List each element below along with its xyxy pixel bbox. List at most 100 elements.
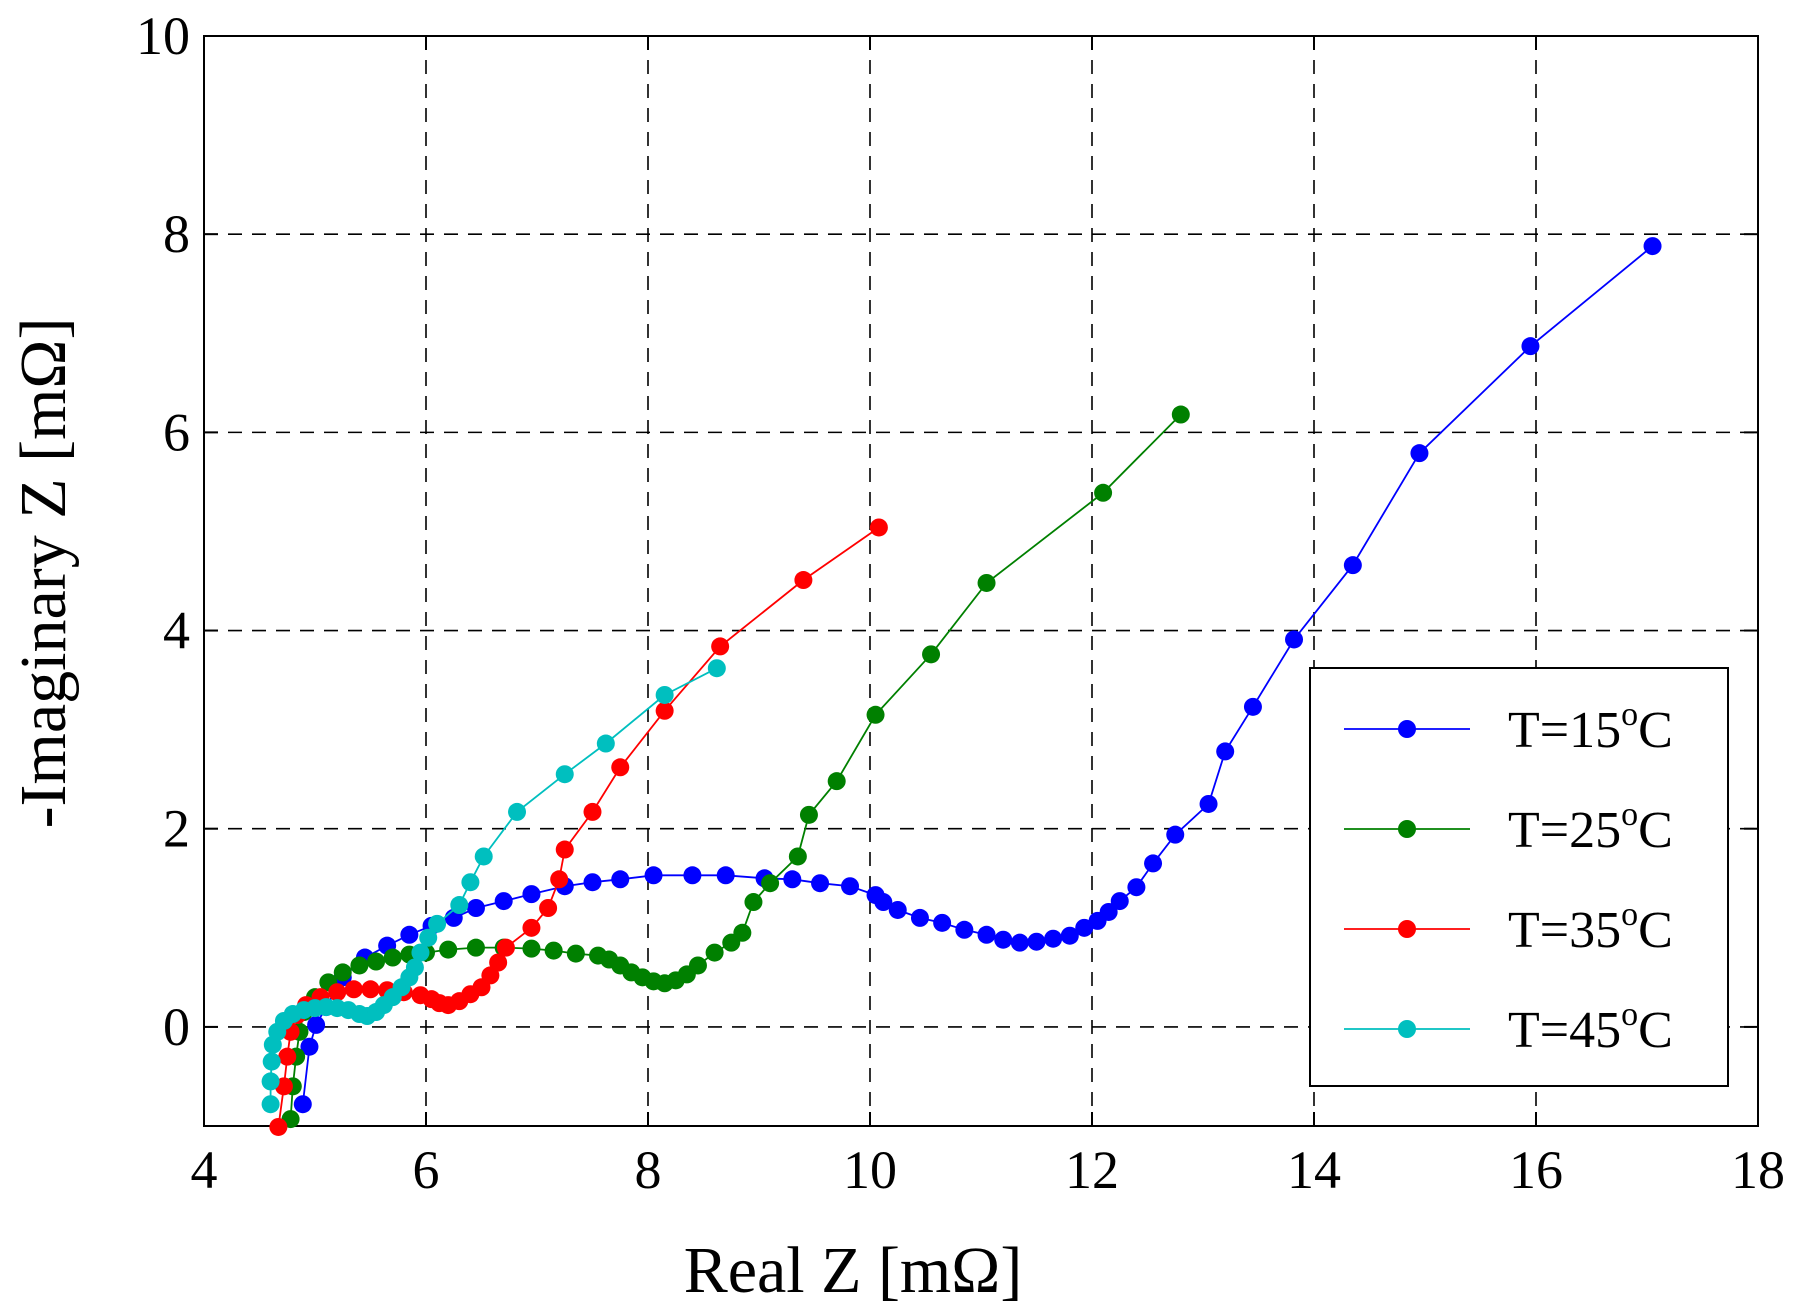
data-point: [522, 939, 541, 958]
data-point: [596, 734, 615, 753]
data-point: [922, 645, 941, 664]
plot-frame: [203, 35, 1759, 1127]
legend-label-degree: o: [1621, 996, 1638, 1033]
legend-label-prefix: T=35: [1508, 902, 1621, 959]
data-point: [489, 953, 508, 972]
data-point: [977, 573, 996, 592]
data-point: [1060, 926, 1079, 945]
data-point: [1410, 444, 1429, 463]
data-point: [1094, 483, 1113, 502]
legend-label-unit: C: [1638, 702, 1673, 759]
data-point: [683, 866, 702, 885]
data-point: [874, 893, 893, 912]
data-point: [466, 938, 485, 957]
x-tick-label: 16: [1509, 1140, 1563, 1200]
data-point: [566, 944, 585, 963]
data-point: [555, 840, 574, 859]
series-line: [289, 413, 1182, 1120]
data-point: [466, 899, 485, 917]
data-point: [611, 758, 630, 777]
x-tick-label: 10: [843, 1140, 897, 1200]
data-point: [933, 913, 952, 932]
data-point: [307, 1015, 326, 1034]
data-point: [707, 659, 726, 678]
legend-entry: T=35oC: [1344, 896, 1673, 959]
data-point: [496, 938, 515, 957]
data-point: [744, 893, 763, 912]
legend-swatch-marker: [1398, 720, 1416, 738]
legend-entry: T=45oC: [1344, 996, 1673, 1059]
data-point: [328, 983, 347, 1002]
data-point: [955, 920, 974, 939]
data-point: [474, 847, 493, 866]
data-point: [1110, 892, 1129, 911]
data-point: [611, 870, 630, 889]
legend-label-unit: C: [1638, 1002, 1673, 1059]
data-point: [350, 956, 369, 975]
data-point: [1099, 902, 1118, 921]
data-point: [439, 940, 458, 959]
axis-ticks: 4 6 8 10 12 14 16 18 0 2 4 6 8 10: [136, 6, 1785, 1200]
y-axis-title: -Imaginary Z [mΩ]: [7, 318, 80, 829]
data-point: [1044, 929, 1063, 948]
legend-label-prefix: T=25: [1508, 802, 1621, 859]
legend-label-degree: o: [1621, 896, 1638, 933]
data-point: [278, 1047, 297, 1066]
series-4: [261, 659, 726, 1114]
data-point: [711, 637, 730, 656]
data-point: [994, 930, 1013, 949]
data-point: [539, 899, 558, 917]
legend-label: T=15oC: [1508, 696, 1673, 759]
data-point: [841, 877, 860, 896]
data-point: [367, 952, 386, 971]
data-point: [555, 765, 574, 784]
x-tick-label: 12: [1065, 1140, 1119, 1200]
data-point: [1643, 237, 1662, 256]
data-point: [411, 943, 430, 962]
data-point: [344, 980, 363, 999]
legend-entry: T=25oC: [1344, 796, 1673, 859]
x-tick-label: 18: [1731, 1140, 1785, 1200]
data-point: [910, 908, 929, 927]
data-point: [1216, 742, 1235, 761]
data-point: [888, 900, 907, 919]
data-point: [1127, 878, 1146, 897]
data-point: [655, 701, 674, 720]
x-axis-title: Real Z [mΩ]: [684, 1234, 1023, 1307]
data-point: [1199, 794, 1218, 813]
legend-label-degree: o: [1621, 696, 1638, 733]
data-point: [688, 956, 707, 975]
x-tick-label: 8: [635, 1140, 662, 1200]
legend-swatch-marker: [1398, 1020, 1416, 1038]
legend-label-unit: C: [1638, 802, 1673, 859]
data-point: [655, 685, 674, 704]
legend-label-prefix: T=45: [1508, 1002, 1621, 1059]
data-point: [799, 805, 818, 824]
data-point: [544, 941, 563, 960]
y-tick-label: 2: [163, 799, 190, 859]
legend-swatch-marker: [1398, 920, 1416, 938]
legend-box: [1309, 667, 1729, 1087]
data-point: [300, 1037, 319, 1056]
data-point: [293, 1095, 312, 1114]
data-point: [494, 892, 513, 911]
data-point: [869, 518, 888, 537]
data-point: [400, 925, 419, 944]
y-tick-label: 8: [163, 204, 190, 264]
data-point: [333, 963, 352, 982]
data-point: [644, 866, 663, 885]
data-point: [811, 874, 830, 893]
data-point: [428, 914, 447, 933]
data-point: [419, 928, 438, 947]
series-layer: [261, 237, 1662, 1136]
legend-label: T=45oC: [1508, 996, 1673, 1059]
legend-label-prefix: T=15: [1508, 702, 1621, 759]
x-tick-label: 6: [413, 1140, 440, 1200]
data-point: [827, 772, 846, 791]
data-point: [1144, 854, 1163, 873]
x-tick-label: 14: [1287, 1140, 1341, 1200]
series-3: [269, 518, 888, 1136]
data-point: [1171, 405, 1190, 424]
